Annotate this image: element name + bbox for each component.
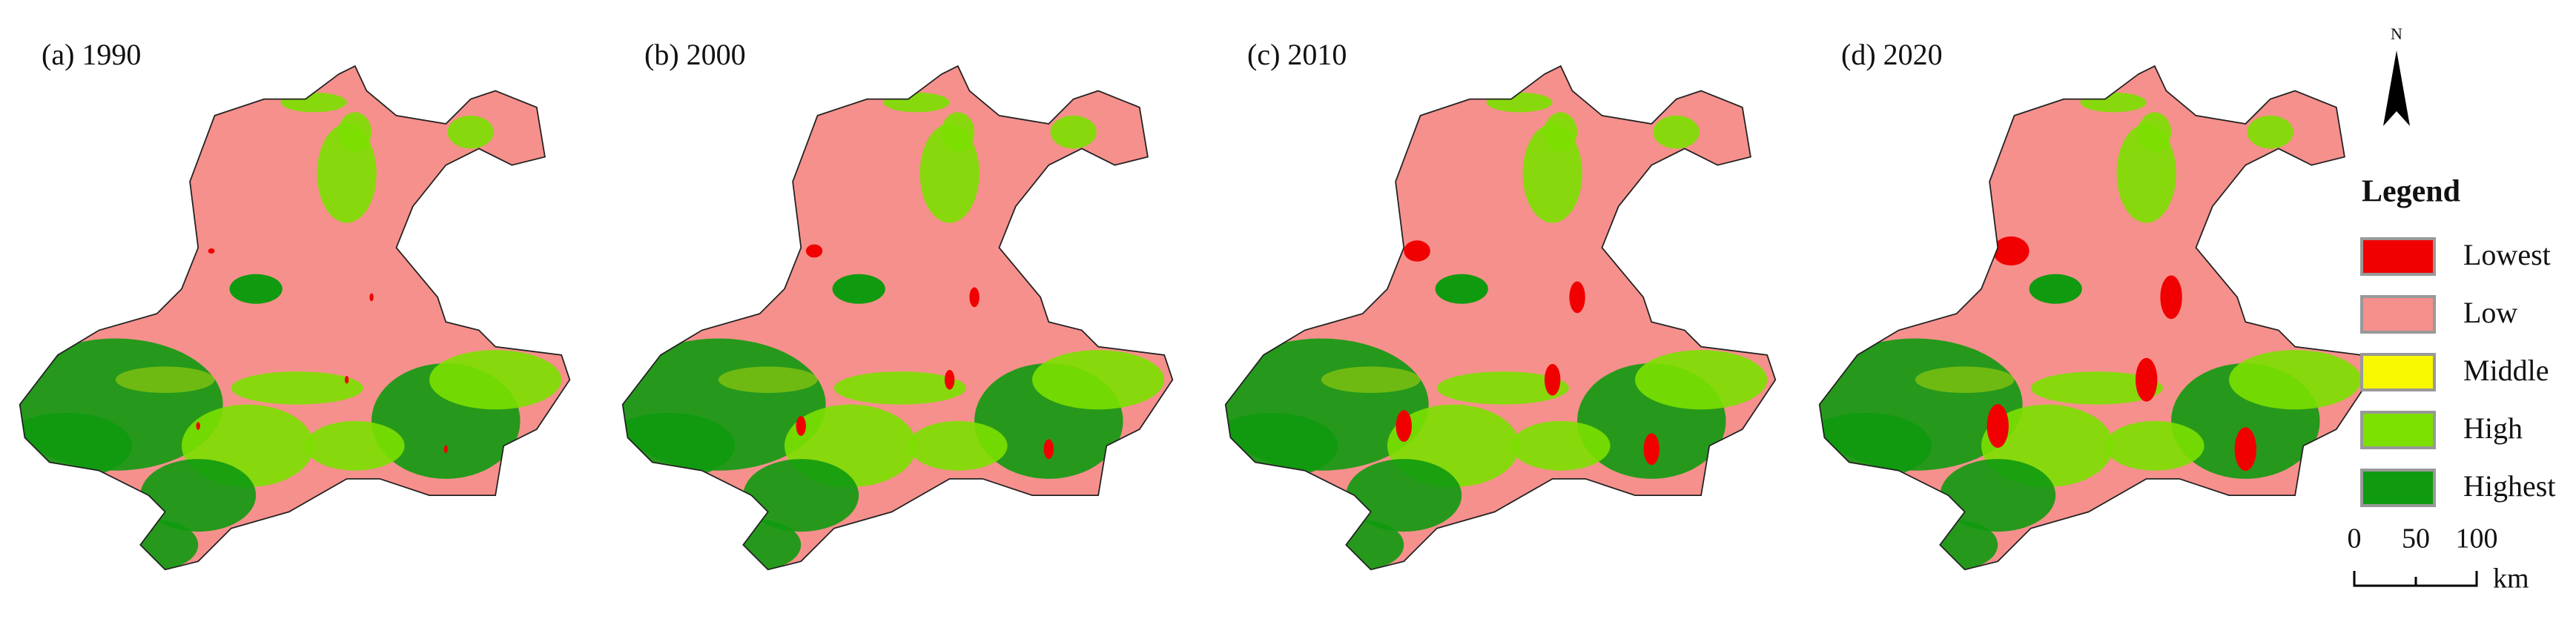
patch bbox=[19, 412, 133, 479]
patch bbox=[1643, 433, 1659, 466]
patch bbox=[1321, 366, 1421, 394]
legend-swatch bbox=[2360, 469, 2436, 507]
panel-label: (d) 2020 bbox=[1841, 38, 1943, 71]
legend-title: Legend bbox=[2362, 175, 2460, 209]
patch bbox=[833, 371, 966, 405]
patch bbox=[280, 92, 347, 113]
legend-label: Highest bbox=[2463, 469, 2555, 503]
patch bbox=[1635, 350, 1768, 410]
patch bbox=[338, 112, 372, 152]
patch bbox=[369, 293, 374, 302]
patch bbox=[429, 350, 562, 410]
map-panel bbox=[1224, 65, 1777, 571]
north-label: N bbox=[2391, 24, 2402, 43]
patch bbox=[2247, 115, 2293, 149]
patch bbox=[1032, 350, 1165, 410]
patch bbox=[229, 274, 283, 304]
patch bbox=[2104, 420, 2205, 471]
patch bbox=[196, 422, 200, 430]
legend-swatch bbox=[2360, 295, 2436, 334]
patch bbox=[883, 92, 950, 113]
legend-swatch bbox=[2360, 237, 2436, 276]
patch bbox=[805, 244, 823, 258]
scale-bar bbox=[2353, 571, 2478, 587]
patch bbox=[969, 287, 980, 308]
patch bbox=[2030, 371, 2163, 405]
scale-unit: km bbox=[2493, 563, 2529, 595]
panel-label: (b) 2000 bbox=[644, 38, 746, 71]
legend-label: Low bbox=[2463, 296, 2517, 329]
patch bbox=[2138, 112, 2172, 152]
patch bbox=[1940, 459, 2056, 532]
land-patches bbox=[1225, 92, 1768, 570]
patch bbox=[2080, 92, 2147, 113]
patch bbox=[944, 369, 955, 390]
patch bbox=[1225, 412, 1338, 479]
map-panel bbox=[621, 65, 1174, 571]
patch bbox=[2229, 350, 2362, 410]
patch bbox=[1346, 459, 1462, 532]
patch bbox=[1435, 274, 1488, 304]
legend-label: High bbox=[2463, 411, 2523, 445]
patch bbox=[1486, 92, 1553, 113]
legend-swatch bbox=[2360, 411, 2436, 449]
patch bbox=[115, 366, 215, 394]
patch bbox=[1510, 420, 1611, 471]
legend-swatch bbox=[2360, 353, 2436, 391]
patch bbox=[208, 248, 215, 254]
patch bbox=[2234, 427, 2256, 472]
patch bbox=[796, 416, 806, 436]
patch bbox=[1915, 366, 2015, 394]
patch bbox=[443, 445, 448, 454]
patch bbox=[1544, 363, 1561, 396]
patch bbox=[2029, 274, 2082, 304]
north-arrow bbox=[2383, 50, 2410, 126]
panel-label: (c) 2010 bbox=[1247, 38, 1347, 71]
legend-label: Lowest bbox=[2463, 238, 2551, 271]
patch bbox=[941, 112, 975, 152]
map-panel bbox=[19, 65, 571, 571]
patch bbox=[1653, 115, 1700, 149]
patch bbox=[1544, 112, 1578, 152]
patch bbox=[1050, 115, 1097, 149]
patch bbox=[743, 459, 859, 532]
scale-label: 100 bbox=[2456, 523, 2498, 555]
patch bbox=[718, 366, 818, 394]
patch bbox=[622, 412, 736, 479]
scale-label: 0 bbox=[2348, 523, 2362, 555]
patch bbox=[447, 115, 494, 149]
patch bbox=[1569, 281, 1585, 314]
legend-label: Middle bbox=[2463, 354, 2549, 387]
scale-label: 50 bbox=[2402, 523, 2430, 555]
patch bbox=[2135, 357, 2158, 402]
patch bbox=[1404, 240, 1430, 262]
patch bbox=[1819, 412, 1932, 479]
patch bbox=[1436, 371, 1569, 405]
patch bbox=[1987, 404, 2009, 448]
patch bbox=[231, 371, 363, 405]
patch bbox=[908, 420, 1008, 471]
map-panel bbox=[1818, 65, 2371, 571]
patch bbox=[344, 375, 349, 384]
patch bbox=[1992, 236, 2030, 266]
patch bbox=[305, 420, 405, 471]
patch bbox=[2160, 275, 2182, 320]
land-patches bbox=[622, 92, 1165, 570]
patch bbox=[832, 274, 885, 304]
patch bbox=[1396, 410, 1412, 442]
patch bbox=[140, 459, 257, 532]
patch bbox=[1043, 439, 1054, 460]
panel-label: (a) 1990 bbox=[42, 38, 141, 71]
